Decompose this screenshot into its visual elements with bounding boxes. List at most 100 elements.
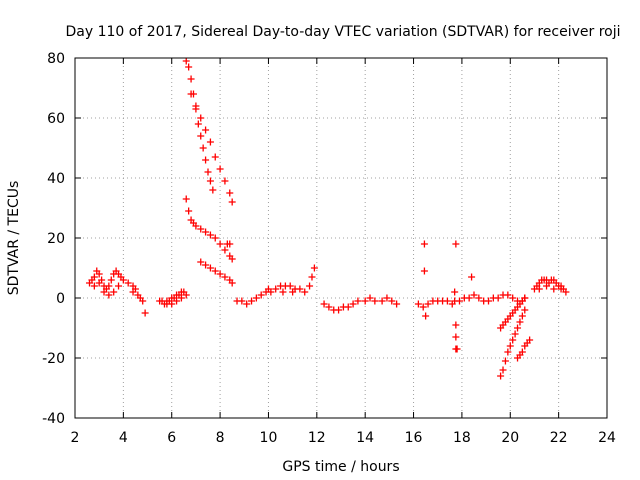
x-tick-label: 6	[167, 430, 176, 446]
data-point	[310, 264, 318, 272]
data-point	[301, 288, 309, 296]
data-point	[504, 291, 512, 299]
data-point	[296, 285, 304, 293]
data-point	[509, 294, 517, 302]
data-point	[289, 288, 297, 296]
data-point	[187, 75, 195, 83]
x-tick-label: 20	[501, 430, 519, 446]
data-points	[86, 57, 570, 380]
data-point	[95, 270, 103, 278]
data-point	[202, 126, 210, 134]
data-point	[470, 291, 478, 299]
data-point	[419, 303, 427, 311]
data-point	[141, 309, 149, 317]
x-tick-label: 18	[453, 430, 471, 446]
series-low-arc	[197, 258, 236, 287]
data-point	[557, 282, 565, 290]
data-point	[354, 297, 362, 305]
data-point	[383, 294, 391, 302]
data-point	[526, 336, 534, 344]
data-point	[325, 303, 333, 311]
data-point	[211, 234, 219, 242]
data-point	[90, 273, 98, 281]
x-tick-label: 14	[356, 430, 374, 446]
data-point	[228, 255, 236, 263]
data-point	[504, 348, 512, 356]
x-tick-label: 24	[598, 430, 616, 446]
data-point	[475, 294, 483, 302]
series-outliers	[420, 240, 476, 353]
data-point	[550, 285, 558, 293]
data-point	[497, 372, 505, 380]
data-point	[182, 57, 190, 65]
data-point	[371, 297, 379, 305]
data-point	[361, 297, 369, 305]
data-point	[209, 186, 217, 194]
data-point	[264, 285, 272, 293]
series-afternoon-scatter	[320, 294, 459, 320]
x-tick-label: 8	[216, 430, 225, 446]
y-tick-label: -40	[42, 411, 65, 427]
data-point	[211, 267, 219, 275]
data-point	[366, 294, 374, 302]
data-point	[518, 312, 526, 320]
data-point	[452, 333, 460, 341]
series-early-cluster	[86, 267, 149, 317]
data-point	[422, 312, 430, 320]
data-point	[228, 279, 236, 287]
data-point	[518, 348, 526, 356]
series-steep-arc-2	[187, 90, 236, 206]
data-point	[451, 288, 459, 296]
data-point	[221, 246, 229, 254]
data-point	[221, 273, 229, 281]
data-point	[521, 294, 529, 302]
data-point	[514, 324, 522, 332]
data-point	[221, 177, 229, 185]
data-point	[206, 231, 214, 239]
series-evening-band	[455, 291, 529, 305]
y-tick-label: 0	[56, 291, 65, 307]
data-point	[173, 297, 181, 305]
data-point	[243, 300, 251, 308]
data-point	[100, 288, 108, 296]
data-point	[543, 282, 551, 290]
data-point	[501, 357, 509, 365]
data-point	[216, 165, 224, 173]
data-point	[168, 300, 176, 308]
data-point	[216, 270, 224, 278]
data-point	[185, 63, 193, 71]
data-point	[185, 207, 193, 215]
data-point	[272, 285, 280, 293]
data-point	[192, 222, 200, 230]
series-descending-streak-2	[497, 294, 529, 332]
data-point	[424, 300, 432, 308]
data-point	[177, 294, 185, 302]
data-point	[468, 273, 476, 281]
data-point	[194, 120, 202, 128]
series-morning-base	[156, 288, 190, 308]
data-point	[228, 198, 236, 206]
data-point	[306, 282, 314, 290]
x-tick-label: 12	[308, 430, 326, 446]
data-point	[420, 267, 428, 275]
y-axis-label: SDTVAR / TECUs	[6, 181, 22, 296]
data-point	[202, 156, 210, 164]
data-point	[279, 288, 287, 296]
data-point	[197, 225, 205, 233]
data-point	[129, 288, 137, 296]
data-point	[182, 291, 190, 299]
data-point	[320, 300, 328, 308]
data-point	[494, 294, 502, 302]
data-point	[206, 177, 214, 185]
data-point	[192, 102, 200, 110]
data-point	[252, 294, 260, 302]
data-point	[521, 306, 529, 314]
data-point	[378, 297, 386, 305]
data-point	[455, 297, 463, 305]
data-point	[204, 168, 212, 176]
y-tick-label: 20	[47, 231, 65, 247]
x-axis-label: GPS time / hours	[282, 459, 399, 475]
data-point	[238, 297, 246, 305]
data-point	[344, 303, 352, 311]
